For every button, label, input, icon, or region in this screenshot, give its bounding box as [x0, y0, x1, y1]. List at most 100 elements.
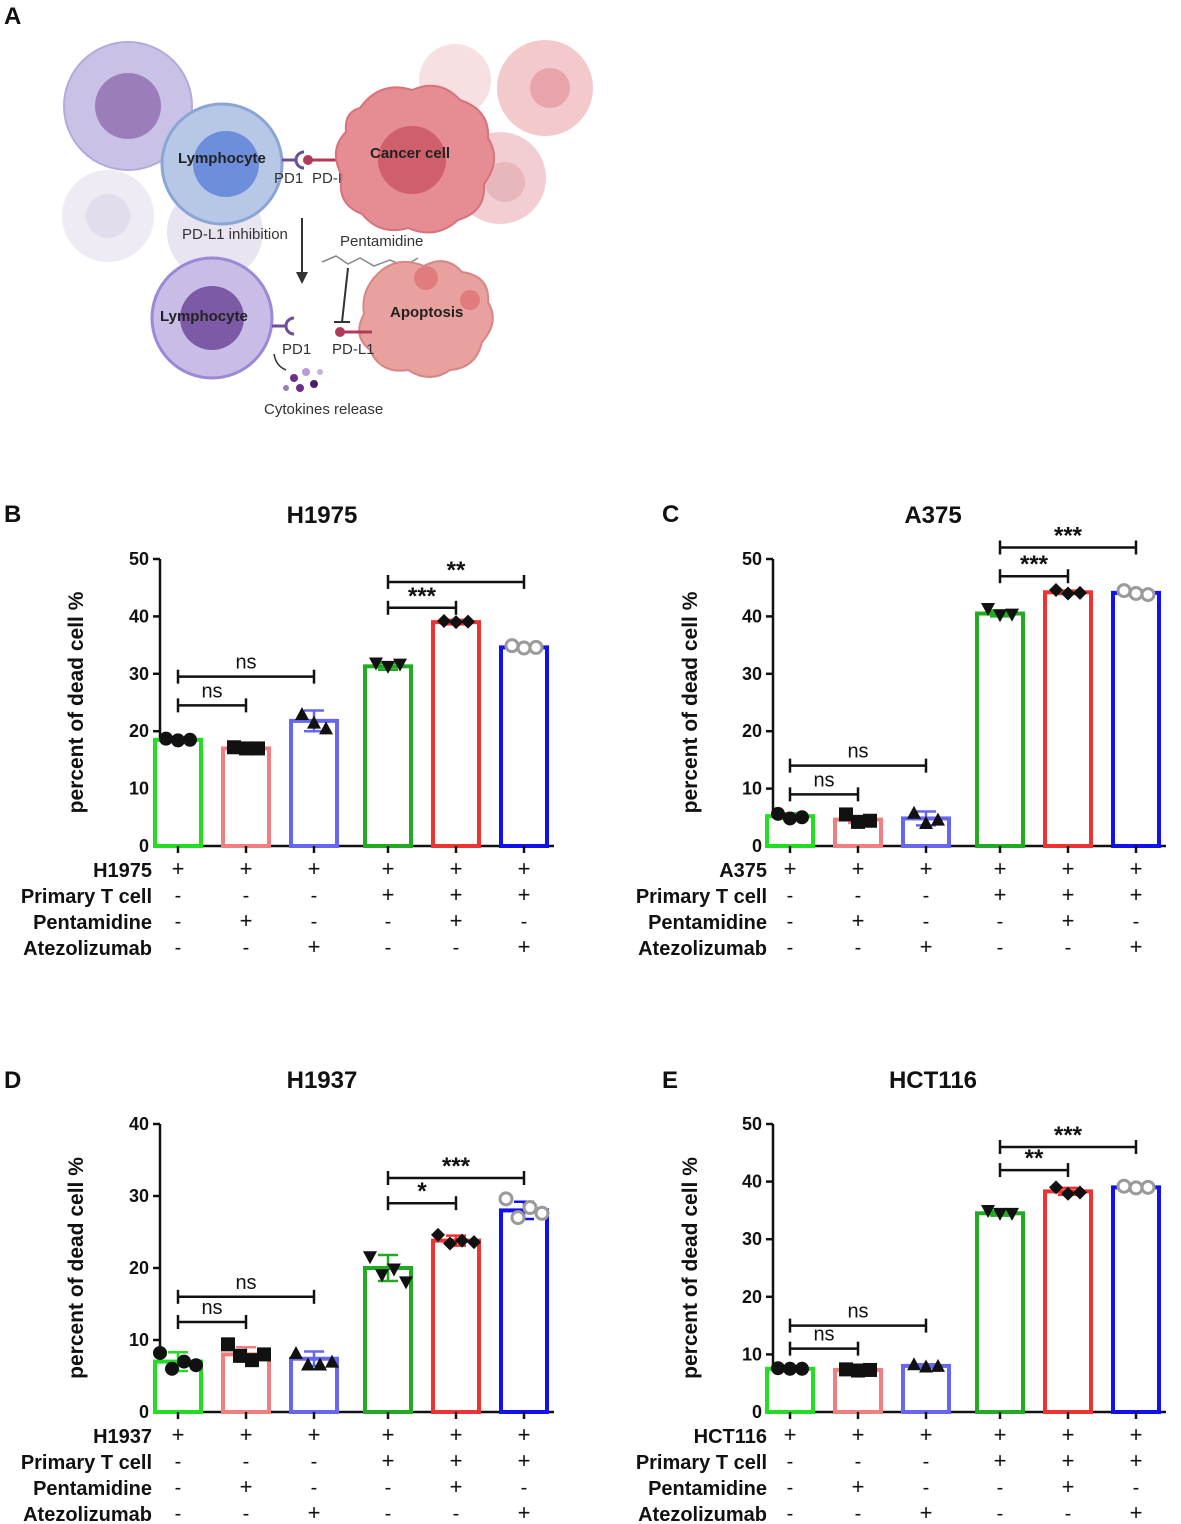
pd1-receptor-icon — [272, 316, 295, 336]
data-point-square — [233, 1348, 247, 1363]
data-point-triangle-up — [289, 1345, 303, 1359]
condition-sign: + — [382, 1448, 395, 1473]
data-point-triangle-down — [369, 657, 383, 671]
data-point-triangle-down — [399, 1276, 413, 1290]
panel-letter-a: A — [4, 3, 21, 30]
data-point-diamond — [455, 1233, 469, 1248]
chart-title: H1937 — [287, 1067, 358, 1094]
y-tick-label: 10 — [129, 1330, 149, 1350]
y-tick-label: 40 — [742, 1172, 762, 1192]
pd1-label: PD1 — [282, 341, 311, 358]
inhibition-bar-icon — [341, 267, 349, 323]
condition-sign: - — [453, 937, 460, 959]
faded-cancer-nucleus-icon — [485, 162, 525, 202]
data-point-circle-open — [1140, 587, 1156, 603]
data-point-diamond — [1061, 586, 1075, 601]
y-tick-label: 10 — [742, 1344, 762, 1364]
panel-letter-e: E — [662, 1067, 678, 1094]
faded-cancer-nucleus-icon — [530, 68, 570, 108]
condition-sign: + — [1062, 1448, 1075, 1473]
data-point-triangle-down — [375, 1269, 389, 1283]
significance-label: ns — [813, 1324, 834, 1346]
condition-sign: + — [852, 856, 865, 881]
condition-sign: + — [994, 1422, 1007, 1447]
data-point-diamond — [467, 1235, 481, 1250]
condition-sign: - — [855, 937, 862, 959]
data-point-circle-open — [516, 640, 532, 656]
y-tick-label: 40 — [129, 1114, 149, 1134]
condition-sign: + — [852, 908, 865, 933]
cytokine-icon — [283, 385, 289, 391]
data-point-circle-open — [1140, 1179, 1156, 1195]
condition-sign: + — [1130, 1448, 1143, 1473]
condition-sign: + — [920, 1422, 933, 1447]
data-point-square — [851, 814, 865, 829]
panel-letter-b: B — [4, 501, 21, 528]
significance-label: ns — [235, 1272, 256, 1294]
condition-sign: - — [311, 885, 318, 907]
data-point-triangle-up — [319, 721, 333, 735]
data-point-triangle-up — [919, 1359, 933, 1373]
condition-sign: - — [923, 885, 930, 907]
pdl1-ligand-head-icon — [303, 155, 313, 165]
data-point-circle-open — [1128, 1180, 1144, 1196]
data-point-circle-open — [534, 1205, 550, 1221]
condition-sign: - — [385, 1503, 392, 1524]
condition-sign: - — [787, 911, 794, 933]
chart-panel-b: B H1975 percent of dead cell % 0 10 20 30 40 50… — [4, 501, 554, 960]
condition-sign: - — [1133, 1477, 1140, 1499]
condition-sign: + — [1062, 1474, 1075, 1499]
data-point-square — [851, 1363, 865, 1378]
data-point-diamond — [443, 1236, 457, 1251]
y-tick-label: 50 — [742, 549, 762, 569]
condition-sign: + — [784, 856, 797, 881]
y-tick-label: 30 — [742, 664, 762, 684]
condition-sign: + — [518, 934, 531, 959]
condition-sign: + — [240, 856, 253, 881]
y-tick-label: 30 — [742, 1229, 762, 1249]
bar — [901, 1363, 951, 1415]
faded-cell-nucleus-icon — [95, 73, 161, 139]
data-point-square — [221, 1337, 235, 1352]
data-point-circle — [795, 1361, 809, 1376]
condition-sign: - — [453, 1503, 460, 1524]
condition-sign: + — [308, 1500, 321, 1524]
lymphocyte-nucleus-icon — [193, 131, 259, 197]
condition-sign: + — [518, 882, 531, 907]
data-point-diamond — [1061, 1186, 1075, 1201]
y-tick-label: 20 — [129, 1258, 149, 1278]
cytokine-icon — [302, 368, 310, 376]
data-point-triangle-down — [1005, 608, 1019, 622]
apoptotic-fragment-icon — [414, 266, 438, 290]
condition-sign: + — [920, 1500, 933, 1524]
significance-label: *** — [442, 1153, 471, 1180]
condition-sign: - — [385, 1477, 392, 1499]
lymphocyte-label: Lymphocyte — [178, 150, 266, 167]
condition-sign: - — [175, 1477, 182, 1499]
data-point-triangle-down — [981, 602, 995, 616]
condition-row-label: Primary T cell — [21, 1452, 152, 1474]
significance-label: ns — [201, 1297, 222, 1319]
condition-sign: - — [997, 937, 1004, 959]
significance-label: ns — [847, 1301, 868, 1323]
data-point-circle — [783, 1361, 797, 1376]
inhibition-label: PD-L1 inhibition — [182, 226, 288, 243]
bar — [431, 620, 481, 849]
panel-letter-c: C — [662, 501, 679, 528]
data-point-circle — [177, 1354, 191, 1369]
cytokine-icon — [296, 384, 304, 392]
condition-sign: - — [311, 911, 318, 933]
condition-sign: - — [855, 1451, 862, 1473]
condition-row-label: Pentamidine — [33, 912, 152, 934]
apoptosis-label: Apoptosis — [390, 304, 463, 321]
condition-sign: + — [308, 856, 321, 881]
condition-sign: - — [1133, 911, 1140, 933]
data-point-triangle-up — [907, 805, 921, 819]
significance-label: ns — [813, 769, 834, 791]
faded-cell-nucleus-icon — [86, 194, 130, 238]
condition-sign: + — [1130, 1500, 1143, 1524]
data-point-square — [839, 807, 853, 822]
condition-sign: + — [172, 856, 185, 881]
data-point-diamond — [1073, 1185, 1087, 1200]
